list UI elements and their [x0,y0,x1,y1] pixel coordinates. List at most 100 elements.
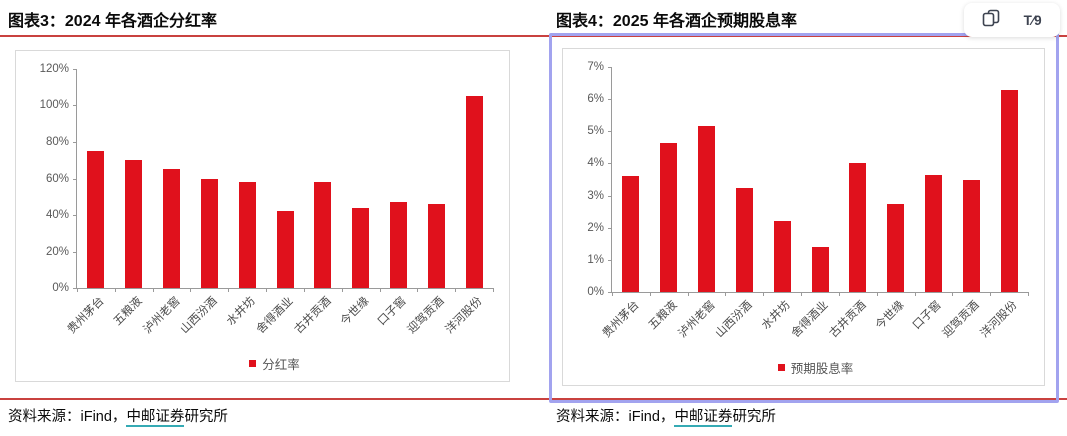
red-divider-top [0,35,1067,37]
y-axis-tick-label: 0% [587,286,604,298]
bar-舍得酒业 [276,211,294,288]
figure4-plot-area: 0% 1% 2% 3% 4% 5% 6% 7% 贵州茅台 五粮液 泸州老窖 山西汾酒 水井坊 舍得酒业 古井… [587,61,1029,340]
y-axis-tick-label: 5% [587,125,604,138]
x-axis-tick-mark [493,288,494,292]
bar-洋河股份 [465,96,483,288]
copy-button[interactable] [977,6,1005,34]
bar-今世缘 [887,203,905,292]
figure3-chart: 0% 20% 40% 60% 80% 100% 120% 贵州茅台 五粮液 泸州老窖 山西汾酒 水井坊… [15,50,510,382]
figure3-legend: 分红率 [56,354,493,373]
y-axis-tick-label: 80% [45,135,69,148]
y-axis-tick-mark [73,214,77,216]
x-axis-tick-mark [266,288,268,292]
x-axis-tick-mark [114,288,116,292]
bar-迎驾贡酒 [962,179,980,292]
x-axis-tick-mark [876,292,878,296]
source-link[interactable]: 中邮证券 [126,409,185,427]
bar-五粮液 [125,160,143,288]
x-axis-category-label: 古井贡酒 [827,299,869,341]
x-axis-category-label: 山西汾酒 [713,299,755,341]
x-axis-tick-mark [801,292,803,296]
source-prefix: 资料来源：iFind， [8,409,127,425]
figure3-plot-area: 0% 20% 40% 60% 80% 100% 120% 贵州茅台 五粮液 泸州老窖 山西汾酒 水井坊… [40,63,494,336]
y-axis-tick-mark [608,259,612,261]
bar-水井坊 [238,182,256,288]
x-axis-category-label: 古井贡酒 [292,295,334,337]
y-axis-tick-label: 2% [587,221,604,234]
bar-泸州老窖 [163,169,181,288]
y-axis-tick-mark [608,99,612,101]
bar-今世缘 [352,207,370,288]
figure4-chart: 0% 1% 2% 3% 4% 5% 6% 7% 贵州茅台 五粮液 泸州老窖 山西汾酒 水井坊 舍得酒业 古井… [562,48,1045,386]
figure4-title: 图表4：2025 年各酒企预期股息率 [556,13,797,30]
source-prefix: 资料来源：iFind， [556,409,675,425]
bar-山西汾酒 [735,187,753,292]
x-axis-tick-mark [190,288,192,292]
copy-pages-icon [980,7,1002,34]
x-axis-category-label: 泸州老窖 [676,299,718,341]
legend-marker-icon [249,360,257,367]
bar-口子窖 [924,174,942,292]
bar-迎驾贡酒 [427,204,445,288]
y-axis-tick-mark [608,195,612,197]
bar-古井贡酒 [314,182,332,288]
y-axis-tick-label: 3% [587,189,604,202]
figure3-source: 资料来源：iFind，中邮证券研究所 [8,405,228,427]
y-axis-tick-mark [608,292,612,293]
x-axis-tick-mark [725,292,727,296]
x-axis-tick-mark [990,292,992,296]
legend-marker-icon [777,364,785,371]
figure3-legend-label: 分红率 [262,358,300,372]
y-axis-tick-label: 7% [587,61,604,73]
x-axis-category-label: 洋河股份 [443,295,485,337]
bar-贵州茅台 [622,176,640,292]
y-axis-tick-mark [608,67,612,68]
bar-贵州茅台 [87,151,105,288]
x-axis-category-label: 泸州老窖 [141,295,183,337]
x-axis-tick-mark [455,288,457,292]
bar-洋河股份 [1000,89,1018,292]
x-axis-category-label: 洋河股份 [978,299,1020,341]
figure4-source: 资料来源：iFind，中邮证券研究所 [556,405,776,427]
x-axis-tick-mark [303,288,305,292]
y-axis-tick-mark [73,178,77,180]
x-axis-category-label: 今世缘 [873,299,907,333]
y-axis-tick-label: 1% [587,253,604,266]
x-axis-tick-mark [341,288,343,292]
translate-button[interactable]: T⁄9 [1019,6,1047,34]
y-axis-tick-label: 0% [52,282,69,294]
y-axis-tick-mark [73,69,77,70]
bar-山西汾酒 [200,178,218,288]
y-axis-tick-mark [73,288,77,289]
y-axis-tick-label: 20% [45,245,69,258]
figure3-title: 图表3：2024 年各酒企分红率 [8,13,217,30]
x-axis-category-label: 山西汾酒 [178,295,220,337]
figure4-legend: 预期股息率 [603,358,1028,377]
y-axis-tick-label: 6% [587,93,604,106]
x-axis-tick-mark [952,292,954,296]
floating-toolbar: T⁄9 [964,3,1060,37]
x-axis-tick-mark [687,292,689,296]
x-axis-category-label: 迎驾贡酒 [940,299,982,341]
translate-icon: T⁄9 [1023,12,1042,28]
bar-五粮液 [660,142,678,292]
x-axis-tick-mark [914,292,916,296]
x-axis-category-label: 贵州茅台 [65,295,107,337]
x-axis-tick-mark [612,292,613,296]
figure4-legend-label: 预期股息率 [790,362,854,376]
selection-highlight-box [549,33,1059,403]
x-axis-category-label: 舍得酒业 [789,299,831,341]
y-axis-tick-label: 4% [587,157,604,170]
y-axis-tick-mark [73,105,77,107]
bar-古井贡酒 [849,163,867,292]
x-axis-tick-mark [649,292,651,296]
x-axis-category-label: 舍得酒业 [254,295,296,337]
x-axis-tick-mark [379,288,381,292]
x-axis-tick-mark [417,288,419,292]
source-link[interactable]: 中邮证券 [674,409,733,427]
x-axis-tick-mark [763,292,765,296]
y-axis-tick-mark [608,131,612,133]
y-axis-tick-mark [608,227,612,229]
x-axis-tick-mark [838,292,840,296]
